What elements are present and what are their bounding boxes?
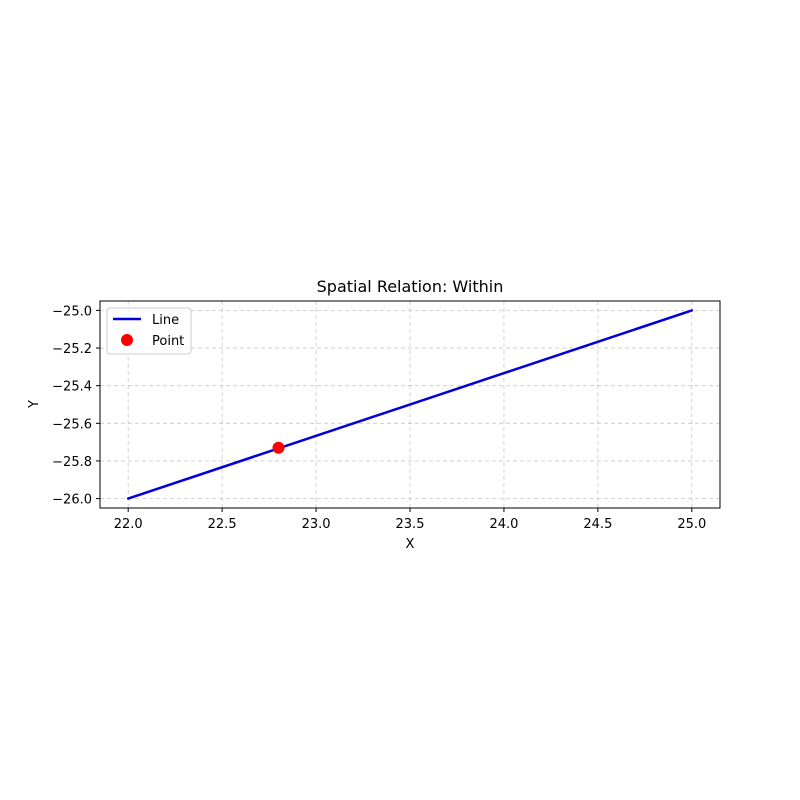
x-tick-label: 25.0 [677,517,706,532]
y-axis-label: Y [27,400,42,409]
chart-title: Spatial Relation: Within [317,277,504,296]
legend-label-line: Line [152,313,179,328]
x-axis-label: X [406,537,415,552]
x-tick-label: 22.0 [114,517,143,532]
y-tick-label: −25.2 [52,342,92,357]
legend-point-swatch [121,334,133,346]
grid [100,301,720,508]
y-axis-ticks: −25.0 −25.2 −25.4 −25.6 −25.8 −26.0 [52,304,100,508]
legend: Line Point [106,307,192,355]
x-tick-label: 24.5 [583,517,612,532]
x-tick-label: 23.5 [396,517,425,532]
x-tick-label: 24.0 [489,517,518,532]
y-tick-label: −25.8 [52,455,92,470]
y-tick-label: −25.0 [52,304,92,319]
series-line [126,309,694,500]
series-layer [126,309,694,500]
legend-label-point: Point [152,334,184,349]
x-tick-label: 22.5 [208,517,237,532]
series-point [272,441,285,454]
x-axis-ticks: 22.0 22.5 23.0 23.5 24.0 24.5 25.0 [114,508,706,532]
y-tick-label: −25.6 [52,417,92,432]
y-tick-label: −25.4 [52,380,92,395]
y-tick-label: −26.0 [52,493,92,508]
x-tick-label: 23.0 [302,517,331,532]
